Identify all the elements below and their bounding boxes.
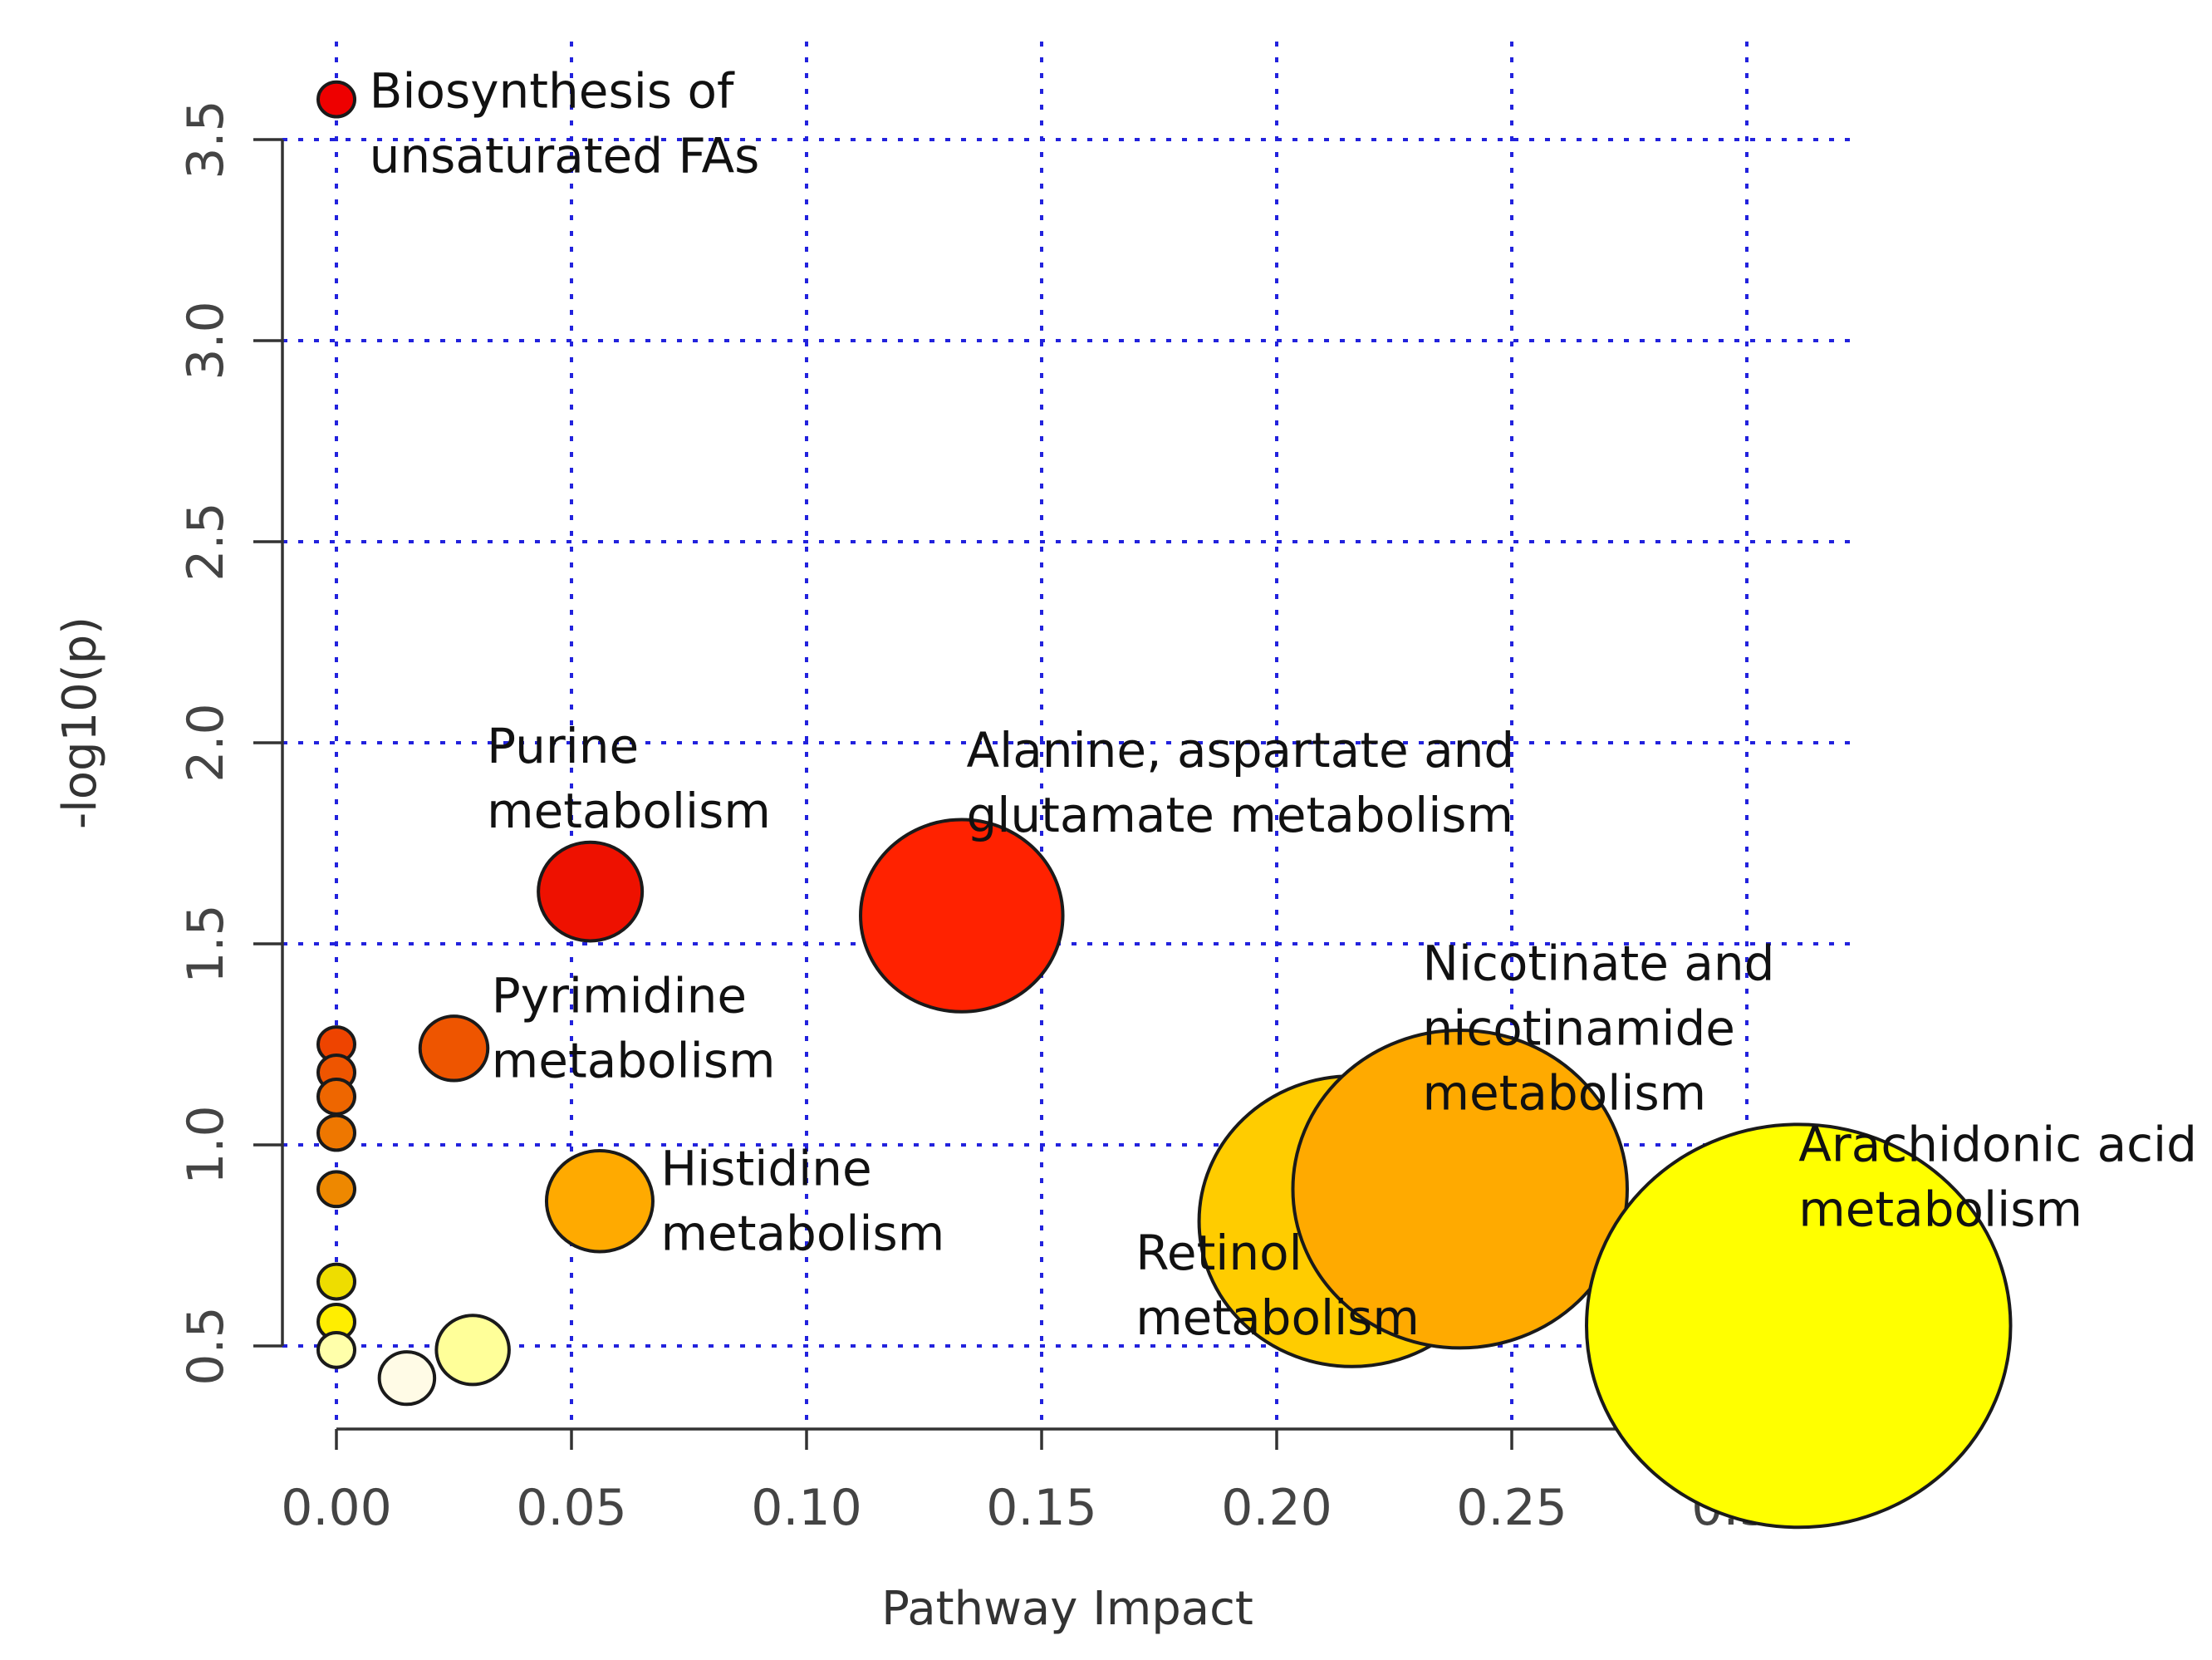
data-points: [316, 80, 2013, 1530]
pathway-label-line: Nicotinate and: [1422, 936, 1774, 992]
x-tick-label: 0.00: [281, 1479, 392, 1537]
pathway-label: Nicotinate and nicotinamide metabolism: [1422, 936, 1774, 1122]
pathway-label-line: metabolism: [661, 1205, 945, 1261]
y-tick-label: 1.5: [177, 904, 235, 983]
x-axis-ticks: 0.000.050.100.150.200.250.30: [281, 1429, 1802, 1537]
y-tick-label: 3.5: [177, 100, 235, 179]
y-axis-ticks: 0.5 1.0 1.5 2.0 2.5 3.0 3.5: [177, 100, 282, 1386]
pathway-label-line: Alanine, aspartate and: [966, 722, 1514, 778]
pathway-annotations: Biosynthesis of unsaturated FAs Purine meta…: [370, 62, 2197, 1346]
x-tick-label: 0.05: [516, 1479, 627, 1537]
data-point: [1291, 1029, 1629, 1350]
y-tick-label: 2.0: [177, 703, 235, 782]
pathway-label-line: metabolism: [1135, 1289, 1420, 1346]
y-tick-label: 1.0: [177, 1105, 235, 1184]
pathway-label-line: unsaturated FAs: [370, 127, 760, 184]
pathway-label-line: metabolism: [1422, 1065, 1706, 1122]
pathway-label-line: metabolism: [492, 1032, 776, 1088]
data-point: [377, 1350, 437, 1407]
data-point: [434, 1314, 511, 1387]
pathway-label-line: nicotinamide: [1422, 1000, 1735, 1057]
x-tick-label: 0.15: [986, 1479, 1097, 1537]
data-point: [316, 1113, 356, 1152]
pathway-label: Purine metabolism: [487, 718, 771, 839]
data-point: [418, 1014, 490, 1083]
data-point: [316, 1078, 356, 1116]
x-tick-label: 0.20: [1221, 1479, 1332, 1537]
data-point: [537, 840, 645, 943]
pathway-label: Biosynthesis of unsaturated FAs: [370, 62, 760, 184]
pathway-label: Retinol metabolism: [1135, 1225, 1420, 1346]
pathway-label-line: Arachidonic acid: [1798, 1116, 2197, 1172]
x-axis-title: Pathway Impact: [881, 1582, 1253, 1636]
pathway-label-line: Pyrimidine: [492, 967, 747, 1024]
x-tick-label: 0.25: [1456, 1479, 1567, 1537]
pathway-label-line: Retinol: [1135, 1225, 1302, 1281]
data-point: [316, 1330, 356, 1369]
data-point: [1585, 1122, 2013, 1530]
data-point: [544, 1148, 655, 1254]
pathway-label: Histidine metabolism: [661, 1140, 945, 1261]
data-point: [316, 80, 356, 119]
y-tick-label: 3.0: [177, 301, 235, 380]
y-tick-label: 0.5: [177, 1306, 235, 1385]
pathway-label-line: glutamate metabolism: [966, 787, 1513, 843]
data-point: [859, 818, 1065, 1014]
data-point: [316, 1170, 356, 1209]
y-axis-title: -log10(p): [53, 616, 107, 829]
pathway-label-line: metabolism: [1798, 1181, 2082, 1237]
pathway-label: Arachidonic acid metabolism: [1798, 1116, 2197, 1237]
pathway-label-line: Biosynthesis of: [370, 62, 735, 119]
pathway-label: Pyrimidine metabolism: [492, 967, 776, 1088]
pathway-label-line: Histidine: [661, 1140, 872, 1196]
data-point: [316, 1262, 356, 1301]
pathway-label: Alanine, aspartate and glutamate metaboli…: [966, 722, 1514, 843]
y-tick-label: 2.5: [177, 502, 235, 581]
grid: [282, 42, 1861, 1421]
pathway-label-line: Purine: [487, 718, 639, 774]
x-tick-label: 0.10: [751, 1479, 862, 1537]
pathway-label-line: metabolism: [487, 783, 771, 839]
